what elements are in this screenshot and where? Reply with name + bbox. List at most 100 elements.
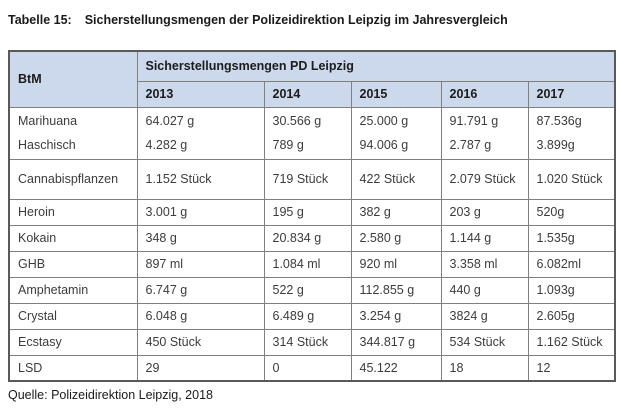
seizure-value: 3.899g [536, 138, 575, 152]
btm-label: Haschisch [18, 138, 76, 152]
seizure-value: 29 [145, 360, 160, 375]
seizure-value: 1.162 Stück [536, 335, 603, 349]
seizure-value: 344.817 g [359, 335, 416, 349]
value-cell: 64.027 g 4.282 g [136, 106, 265, 160]
btm-label-cell: Crystal [8, 302, 138, 330]
value-cell: 348 g [136, 224, 265, 252]
btm-label: LSD [18, 360, 43, 375]
seizure-value: 1.093g [536, 283, 575, 297]
value-cell: 25.000 g 94.006 g [350, 106, 442, 160]
value-cell: 344.817 g [350, 328, 442, 356]
value-cell: 1.535g [527, 224, 616, 252]
value-cell: 0 [263, 354, 352, 382]
value-cell: 203 g [440, 198, 529, 226]
seizure-value: 1.152 Stück [145, 172, 212, 186]
value-cell: 382 g [350, 198, 442, 226]
btm-label-cell: Kokain [8, 224, 138, 252]
btm-label-cell: Ecstasy [8, 328, 138, 356]
btm-label-cell: Heroin [8, 198, 138, 226]
year-header-2016: 2016 [440, 80, 529, 108]
value-cell: 450 Stück [136, 328, 265, 356]
value-cell: 522 g [263, 276, 352, 304]
value-cell: 6.082ml [527, 250, 616, 278]
seizure-value: 6.489 g [272, 309, 315, 323]
value-cell: 30.566 g 789 g [263, 106, 352, 160]
value-cell: 520g [527, 198, 616, 226]
btm-label: Ecstasy [18, 335, 62, 349]
value-cell: 87.536g 3.899g [527, 106, 616, 160]
value-cell: 3.254 g [350, 302, 442, 330]
value-cell: 920 ml [350, 250, 442, 278]
table-row: Marihuana Haschisch 64.027 g 4.282 g 30.566 … [8, 106, 616, 160]
seizure-value: 20.834 g [272, 231, 322, 245]
seizure-value: 920 ml [359, 257, 398, 271]
value-cell: 719 Stück [263, 158, 352, 200]
seizure-value: 2.605g [536, 309, 575, 323]
seizure-value: 897 ml [145, 257, 184, 271]
table-row: Amphetamin 6.747 g 522 g 112.855 g 440 g 1.09… [8, 276, 616, 304]
value-cell: 1.162 Stück [527, 328, 616, 356]
value-cell: 18 [440, 354, 529, 382]
seizure-value: 195 g [272, 205, 304, 219]
value-cell: 6.048 g [136, 302, 265, 330]
seizure-value: 203 g [449, 205, 481, 219]
value-cell: 897 ml [136, 250, 265, 278]
seizure-value: 25.000 g [359, 114, 409, 128]
value-cell: 1.093g [527, 276, 616, 304]
value-cell: 1.152 Stück [136, 158, 265, 200]
btm-label-cell: Amphetamin [8, 276, 138, 304]
year-header-row: 2013 2014 2015 2016 2017 [9, 80, 616, 108]
value-cell: 195 g [263, 198, 352, 226]
table-row: Heroin 3.001 g 195 g 382 g 203 g 520g [8, 198, 616, 226]
seizure-value: 3.254 g [359, 309, 402, 323]
seizure-value: 30.566 g [272, 114, 322, 128]
seizure-value: 3.358 ml [449, 257, 498, 271]
table-row: GHB 897 ml 1.084 ml 920 ml 3.358 ml 6.082ml [8, 250, 616, 278]
seizure-value: 520g [536, 205, 565, 219]
year-header-2013: 2013 [136, 80, 265, 108]
seizure-value: 422 Stück [359, 172, 416, 186]
source-note: Quelle: Polizeidirektion Leipzig, 2018 [8, 388, 213, 402]
seizure-value: 12 [536, 360, 551, 375]
btm-label-cell: Marihuana Haschisch [8, 106, 138, 160]
seizure-value: 382 g [359, 205, 391, 219]
btm-label-cell: GHB [8, 250, 138, 278]
seizure-value: 534 Stück [449, 335, 506, 349]
btm-label: Crystal [18, 309, 57, 323]
value-cell: 1.084 ml [263, 250, 352, 278]
seizure-value: 94.006 g [359, 138, 409, 152]
value-cell: 2.605g [527, 302, 616, 330]
caption-number: Tabelle 15: [8, 13, 72, 27]
seizure-value: 0 [272, 360, 280, 375]
year-header-2014: 2014 [263, 80, 352, 108]
btm-label: Cannabispflanzen [18, 172, 119, 186]
btm-label: GHB [18, 257, 46, 271]
value-cell: 3824 g [440, 302, 529, 330]
seizure-value: 18 [449, 360, 464, 375]
seizure-value: 440 g [449, 283, 481, 297]
value-cell: 6.747 g [136, 276, 265, 304]
value-cell: 3.001 g [136, 198, 265, 226]
year-header-2017: 2017 [527, 80, 616, 108]
seizure-table: BtM Sicherstellungsmengen PD Leipzig 201… [8, 50, 616, 382]
seizure-value: 450 Stück [145, 335, 202, 349]
table-group-header: Sicherstellungsmengen PD Leipzig [136, 50, 616, 82]
value-cell: 2.580 g [350, 224, 442, 252]
caption-text: Sicherstellungsmengen der Polizeidirekti… [84, 13, 508, 27]
value-cell: 20.834 g [263, 224, 352, 252]
seizure-value: 112.855 g [359, 283, 415, 297]
seizure-value: 87.536g [536, 114, 582, 128]
seizure-value: 3824 g [449, 309, 488, 323]
year-header-2015: 2015 [350, 80, 442, 108]
seizure-value: 1.020 Stück [536, 172, 603, 186]
value-cell: 12 [527, 354, 616, 382]
value-cell: 45.122 [350, 354, 442, 382]
value-cell: 29 [136, 354, 265, 382]
seizure-value: 4.282 g [145, 138, 188, 152]
seizure-value: 6.747 g [145, 283, 188, 297]
table-header-row-group: BtM Sicherstellungsmengen PD Leipzig [8, 50, 616, 108]
seizure-value: 2.787 g [449, 138, 492, 152]
btm-label: Marihuana [18, 114, 78, 128]
seizure-value: 6.082ml [536, 257, 581, 271]
